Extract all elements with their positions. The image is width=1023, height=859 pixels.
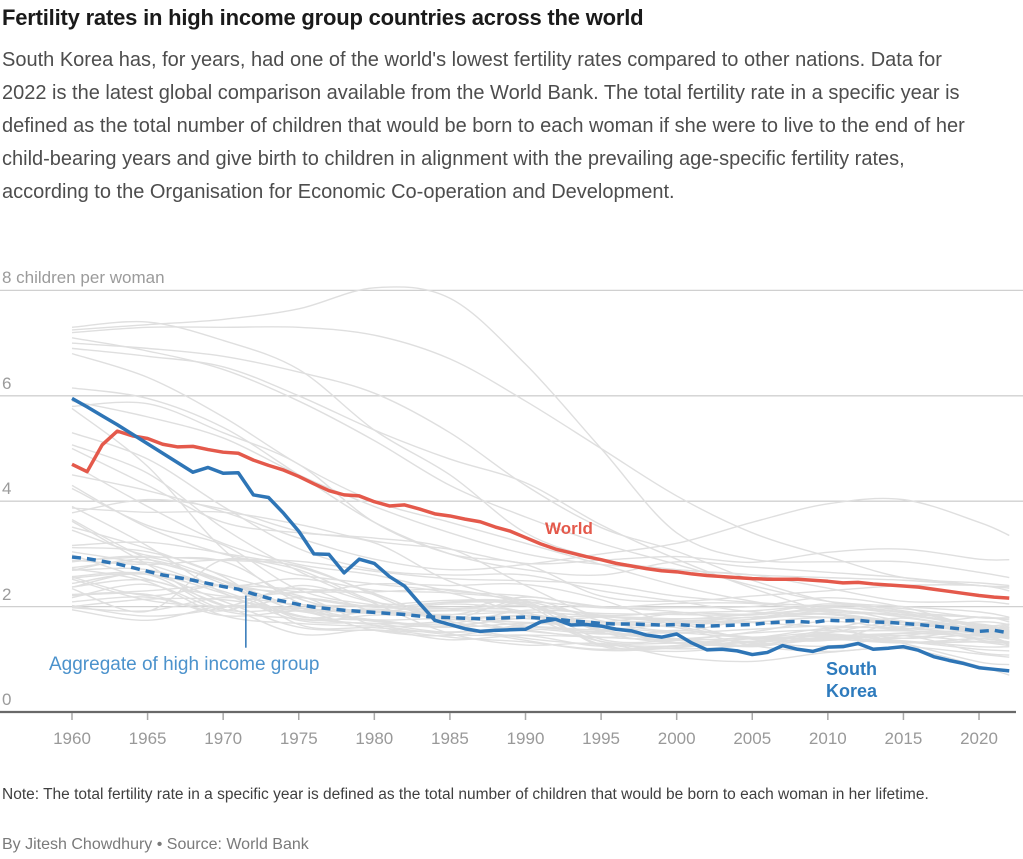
background-country-line xyxy=(71,558,1010,634)
x-tick-label: 2015 xyxy=(884,729,923,748)
x-tick-label: 1990 xyxy=(506,729,545,748)
page-title: Fertility rates in high income group cou… xyxy=(2,5,644,30)
background-country-line xyxy=(71,326,1010,587)
background-country-line xyxy=(71,463,1010,666)
x-tick-label: 2010 xyxy=(808,729,847,748)
background-country-line xyxy=(71,576,1010,646)
background-country-line xyxy=(71,387,1010,588)
background-country-line xyxy=(71,342,1010,619)
y-tick-label: 4 xyxy=(2,479,12,499)
background-country-line xyxy=(71,567,1010,642)
x-tick-label: 1980 xyxy=(355,729,394,748)
x-tick-label: 1970 xyxy=(204,729,243,748)
series-line-world xyxy=(71,429,1010,600)
y-tick-label: 2 xyxy=(2,584,12,604)
x-tick-label: 2020 xyxy=(960,729,998,748)
x-tick-label: 1995 xyxy=(582,729,620,748)
background-country-line xyxy=(71,286,1010,579)
x-tick-label: 1985 xyxy=(431,729,469,748)
x-tick-label: 2000 xyxy=(657,729,696,748)
background-country-line xyxy=(71,401,1010,603)
aggregate-series-label: Aggregate of high income group xyxy=(49,654,320,675)
y-tick-label: 8 children per woman xyxy=(2,268,165,288)
chart-deck: South Korea has, for years, had one of t… xyxy=(2,49,965,203)
south-korea-series-label: South Korea xyxy=(826,659,878,701)
chart-note: Note: The total fertility rate in a spec… xyxy=(2,786,929,803)
background-country-line xyxy=(71,474,1010,571)
background-country-line xyxy=(71,592,1010,640)
background-country-line xyxy=(71,599,1010,651)
background-country-line xyxy=(71,320,1010,605)
background-country-line xyxy=(71,498,1010,632)
x-tick-label: 1960 xyxy=(53,729,91,748)
background-country-line xyxy=(71,347,1010,637)
y-tick-label: 0 xyxy=(2,690,12,709)
background-country-line xyxy=(71,337,1010,618)
series-line-aggregate-of-high-income-group xyxy=(71,555,1010,635)
background-country-line xyxy=(71,507,1010,565)
x-tick-label: 1975 xyxy=(279,729,318,748)
x-tick-label: 1965 xyxy=(128,729,167,748)
y-tick-label: 6 xyxy=(2,373,12,393)
byline: By Jitesh Chowdhury • Source: World Bank xyxy=(2,836,309,853)
background-country-line xyxy=(71,400,1010,589)
x-tick-label: 2005 xyxy=(733,729,772,748)
background-country-line xyxy=(71,520,1010,656)
series-line-south-korea xyxy=(71,396,1010,673)
world-series-label: World xyxy=(545,519,593,538)
background-country-line xyxy=(71,526,1010,645)
